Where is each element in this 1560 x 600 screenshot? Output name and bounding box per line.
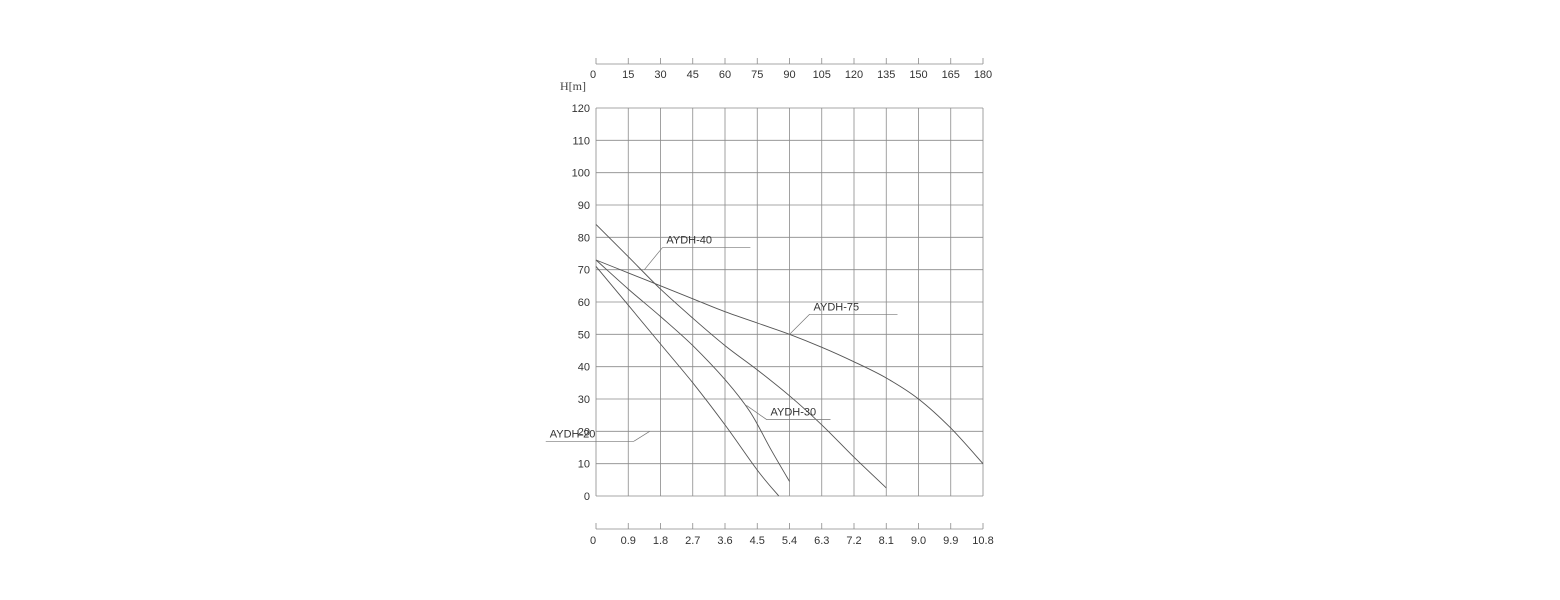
- y-tick-label: 70: [578, 265, 590, 277]
- y-tick-label: 0: [584, 491, 590, 503]
- top-tick-label: 180: [974, 69, 992, 81]
- y-tick-label: 100: [572, 168, 590, 180]
- top-tick-label: 105: [813, 69, 831, 81]
- bottom-tick-label: 2.7: [685, 535, 700, 547]
- leader-line-aydh-75: [789, 313, 898, 335]
- bottom-tick-label: 0.9: [621, 535, 636, 547]
- top-tick-label: 135: [877, 69, 895, 81]
- top-tick-label: 60: [719, 69, 731, 81]
- bottom-tick-label: 3.6: [717, 535, 732, 547]
- series-label-aydh-20: AYDH-20: [550, 428, 596, 440]
- series-label-aydh-75: AYDH-75: [814, 301, 860, 313]
- top-flow-axis: 0 15 30 45 60 75 90 105 120 135 150 165 180: [590, 58, 992, 81]
- top-tick-label: 30: [654, 69, 666, 81]
- bottom-tick-label: 6.3: [814, 535, 829, 547]
- top-tick-label: 90: [783, 69, 795, 81]
- leader-line-aydh-40: [644, 247, 751, 270]
- leader-line-aydh-20: [545, 431, 650, 442]
- series-label-aydh-30: AYDH-30: [771, 406, 817, 418]
- top-tick-label: 75: [751, 69, 763, 81]
- bottom-tick-label: 9.9: [943, 535, 958, 547]
- head-axis: 0 10 20 30 40 50 60 70 80 90 100 110 120: [572, 103, 590, 503]
- top-tick-label: 120: [845, 69, 863, 81]
- top-tick-label: 0: [590, 69, 596, 81]
- top-tick-label: 150: [909, 69, 927, 81]
- y-tick-label: 120: [572, 103, 590, 115]
- y-tick-label: 20: [578, 426, 590, 438]
- bottom-tick-label: 9.0: [911, 535, 926, 547]
- top-tick-label: 165: [942, 69, 960, 81]
- bottom-tick-label: 5.4: [782, 535, 797, 547]
- top-tick-label: 15: [622, 69, 634, 81]
- y-tick-label: 40: [578, 362, 590, 374]
- curve-aydh-30: [595, 259, 790, 482]
- y-tick-label: 30: [578, 394, 590, 406]
- leader-line-aydh-30: [746, 405, 831, 420]
- y-axis-label: H[m]: [560, 79, 586, 93]
- bottom-tick-label: 4.5: [750, 535, 765, 547]
- series-label-aydh-40: AYDH-40: [666, 235, 712, 247]
- y-tick-label: 90: [578, 200, 590, 212]
- y-tick-label: 110: [572, 135, 590, 147]
- curve-aydh-20: [595, 266, 780, 497]
- top-tick-label: 45: [687, 69, 699, 81]
- bottom-tick-label: 10.8: [972, 535, 993, 547]
- y-tick-label: 50: [578, 329, 590, 341]
- bottom-tick-label: 1.8: [653, 535, 668, 547]
- y-tick-label: 60: [578, 297, 590, 309]
- bottom-tick-label: 7.2: [846, 535, 861, 547]
- y-tick-label: 80: [578, 232, 590, 244]
- y-tick-label: 10: [578, 459, 590, 471]
- bottom-flow-axis: 0 0.9 1.8 2.7 3.6 4.5 5.4 6.3 7.2 8.1 9.0 9.9 10.8: [590, 523, 994, 547]
- chart-grid: [595, 107, 984, 497]
- series-labels: AYDH-20 AYDH-30 AYDH-40 AYDH-75: [545, 235, 898, 442]
- bottom-tick-label: 0: [590, 535, 596, 547]
- curve-aydh-40: [595, 224, 887, 489]
- bottom-tick-label: 8.1: [879, 535, 894, 547]
